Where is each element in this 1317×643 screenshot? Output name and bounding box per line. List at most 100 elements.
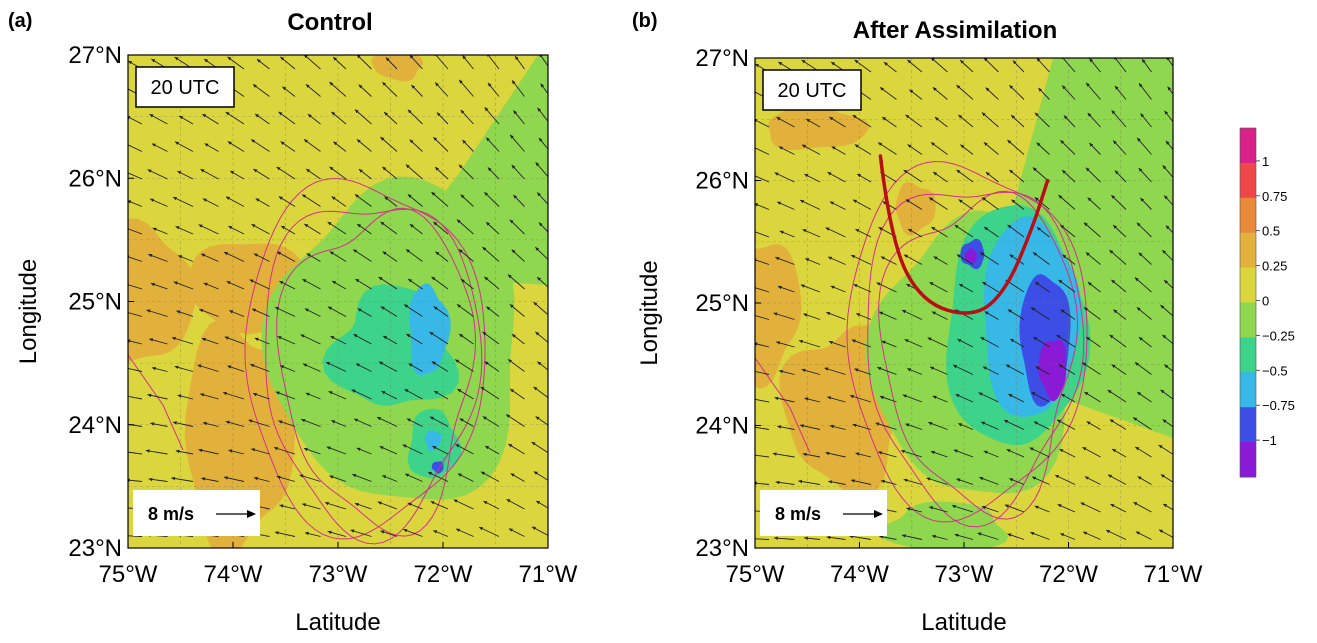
- wind-vector-head: [978, 392, 983, 396]
- wind-vector-head: [484, 192, 489, 196]
- wind-vector-head: [538, 137, 543, 142]
- wind-vector: [531, 441, 548, 454]
- wind-vector-head: [485, 446, 490, 450]
- wind-vector-head: [1086, 82, 1090, 87]
- wind-vector-head: [332, 281, 337, 285]
- wind-vector: [350, 529, 372, 537]
- wind-vector-head: [1109, 334, 1114, 339]
- wind-vector-head: [382, 82, 387, 86]
- wind-vector-head: [350, 529, 355, 533]
- wind-vector-head: [958, 423, 963, 427]
- wind-vector: [146, 309, 168, 317]
- wind-vector-head: [828, 480, 833, 484]
- wind-vector-head: [953, 365, 958, 369]
- wind-vector-head: [486, 222, 490, 226]
- wind-vector-head: [1133, 417, 1138, 421]
- wind-vector-head: [1113, 225, 1117, 229]
- wind-vector-head: [1111, 279, 1116, 284]
- wind-vector: [128, 228, 143, 235]
- field-region-negative: [1038, 340, 1067, 402]
- wind-vector-head: [1055, 475, 1060, 479]
- wind-vector-head: [333, 141, 338, 146]
- wind-vector-head: [850, 394, 854, 399]
- wind-vector-head: [224, 252, 229, 256]
- wind-vector-head: [204, 59, 209, 63]
- wind-vector-head: [1085, 167, 1090, 172]
- wind-vector-head: [253, 169, 258, 173]
- wind-vector-head: [254, 476, 258, 481]
- wind-vector: [171, 477, 194, 482]
- wind-vector-head: [150, 282, 155, 287]
- wind-vector-head: [958, 199, 963, 203]
- wind-vector-head: [1029, 447, 1034, 451]
- wind-vector-head: [249, 279, 254, 283]
- wind-vector-head: [203, 421, 207, 426]
- wind-vector-head: [354, 502, 359, 507]
- wind-vector: [849, 535, 872, 540]
- wind-vector-head: [933, 256, 938, 260]
- y-tick-label: 24°N: [695, 413, 749, 440]
- wind-vector-head: [878, 227, 883, 231]
- wind-vector: [755, 231, 770, 238]
- contour-lines: [128, 177, 486, 545]
- time-label-box: [135, 66, 235, 108]
- wind-vector-head: [325, 501, 329, 506]
- wind-vector: [952, 364, 974, 375]
- plot-area: [749, 58, 1173, 548]
- wind-vector-head: [953, 449, 958, 453]
- wind-vector-head: [178, 255, 183, 259]
- wind-vector: [354, 109, 372, 125]
- wind-vector-head: [1114, 85, 1119, 90]
- colorbar-label: 0: [1262, 294, 1269, 309]
- wind-vector: [875, 422, 897, 430]
- wind-vector-head: [906, 284, 911, 288]
- scale-label: 8 m/s: [775, 504, 821, 524]
- wind-vector-head: [806, 119, 811, 123]
- colorbar-segment: [1240, 302, 1256, 338]
- wind-vector: [303, 55, 321, 70]
- wind-vector-head: [1084, 476, 1089, 480]
- wind-vector: [1085, 82, 1101, 100]
- wind-vector-head: [1009, 254, 1014, 258]
- wind-vector-head: [749, 509, 753, 512]
- wind-vector-head: [510, 389, 515, 393]
- wind-vector-head: [481, 471, 485, 475]
- wind-vector-head: [1086, 421, 1091, 425]
- wind-vector-head: [1010, 339, 1015, 343]
- contour-line: [878, 190, 1079, 520]
- wind-vector-head: [152, 227, 157, 231]
- y-tick-label: 27°N: [68, 42, 122, 69]
- wind-vector-head: [382, 475, 387, 479]
- wind-vector-head: [984, 58, 988, 62]
- wind-vector-head: [1107, 390, 1112, 394]
- wind-vector-head: [1007, 140, 1012, 144]
- wind-vector-head: [355, 194, 359, 198]
- contour-line: [128, 354, 184, 451]
- scale-box: [760, 490, 887, 536]
- wind-vector-head: [1058, 279, 1063, 284]
- wind-vector-head: [879, 311, 884, 315]
- wind-vector-head: [876, 282, 881, 286]
- wind-vector-head: [1109, 250, 1114, 254]
- plot-area: [128, 55, 548, 548]
- wind-vector-head: [329, 166, 334, 171]
- wind-vector-head: [457, 389, 462, 393]
- wind-vector-head: [384, 196, 389, 201]
- wind-vector: [1162, 165, 1173, 179]
- wind-vector-head: [1087, 282, 1092, 286]
- wind-vector-head: [304, 308, 309, 312]
- wind-vector-head: [934, 117, 939, 121]
- wind-vector-head: [173, 421, 177, 425]
- wind-vector-head: [409, 139, 414, 144]
- wind-vector-head: [931, 58, 935, 62]
- wind-vector-head: [930, 366, 935, 370]
- wind-vector-head: [1012, 60, 1017, 65]
- wind-vector-head: [278, 196, 283, 200]
- wind-vector-head: [1135, 447, 1140, 451]
- wind-vector-head: [1059, 449, 1064, 453]
- wind-vector-head: [1111, 195, 1116, 199]
- wind-vector-head: [329, 475, 334, 479]
- wind-vector-head: [202, 114, 207, 118]
- x-axis-label: Latitude: [295, 609, 380, 636]
- wind-vector-head: [854, 144, 859, 148]
